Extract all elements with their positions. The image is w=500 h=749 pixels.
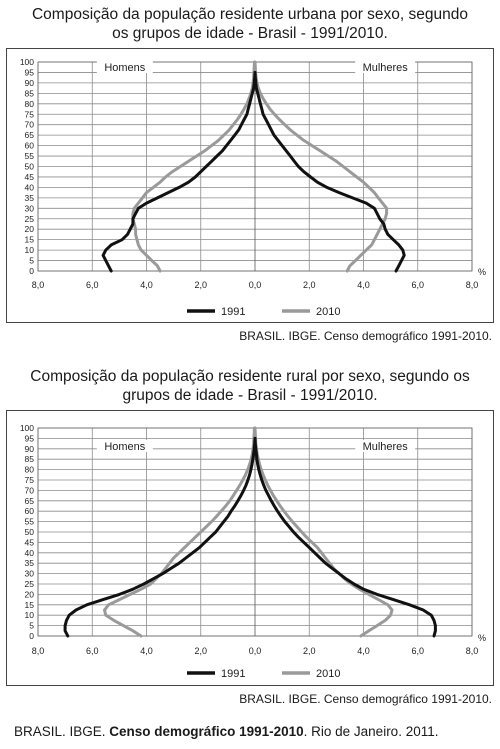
y-tick-label: 0 — [29, 266, 34, 276]
y-tick-label: 95 — [25, 433, 35, 443]
series-line-2010-homens — [131, 60, 256, 273]
series-line-1991-homens — [63, 436, 257, 638]
y-tick-label: 90 — [25, 78, 35, 88]
x-tick-label: 4,0 — [357, 646, 370, 656]
y-tick-label: 10 — [25, 245, 35, 255]
footer-suffix: . Rio de Janeiro. 2011. — [303, 724, 439, 739]
y-tick-label: 100 — [20, 423, 34, 433]
y-tick-label: 65 — [25, 496, 35, 506]
x-unit-label: % — [478, 633, 486, 643]
x-tick-label: 6,0 — [86, 646, 99, 656]
homens-label-bg — [96, 440, 153, 452]
y-tick-label: 75 — [25, 475, 35, 485]
y-tick-label: 15 — [25, 235, 35, 245]
y-tick-label: 5 — [29, 621, 34, 631]
footer-title: Censo demográfico 1991-2010 — [109, 724, 304, 739]
y-tick-label: 45 — [25, 172, 35, 182]
rural-chart-frame: 0 5 10 15 20 25 30 35 40 45 50 55 60 65 70 75 80 85 90 95 10… — [6, 410, 494, 686]
mulheres-label: Mulheres — [363, 441, 409, 453]
x-unit-label: % — [478, 267, 486, 277]
y-tick-label: 15 — [25, 600, 35, 610]
legend-label-2010: 2010 — [316, 306, 340, 318]
homens-label-bg — [96, 61, 153, 73]
y-tick-label: 25 — [25, 214, 35, 224]
y-tick-label: 85 — [25, 454, 35, 464]
y-tick-label: 90 — [25, 444, 35, 454]
y-tick-label: 60 — [25, 506, 35, 516]
x-tick-label: 0,0 — [249, 646, 262, 656]
footer-citation: BRASIL. IBGE. Censo demográfico 1991-201… — [14, 724, 438, 739]
y-tick-label: 45 — [25, 537, 35, 547]
homens-label: Homens — [104, 441, 145, 453]
y-tick-label: 50 — [25, 162, 35, 172]
legend-label-1991: 1991 — [221, 306, 245, 318]
y-tick-label: 70 — [25, 120, 35, 130]
y-tick-label: 35 — [25, 558, 35, 568]
y-tick-label: 70 — [25, 485, 35, 495]
homens-label: Homens — [104, 62, 145, 74]
y-tick-label: 40 — [25, 548, 35, 558]
y-tick-label: 30 — [25, 203, 35, 213]
series-line-1991-homens — [101, 71, 257, 273]
legend-label-2010: 2010 — [316, 668, 340, 680]
y-tick-label: 40 — [25, 182, 35, 192]
mulheres-label-bg — [355, 440, 416, 452]
series-line-2010-homens — [103, 426, 256, 638]
series-line-1991-mulheres — [253, 71, 406, 273]
y-tick-label: 100 — [20, 57, 34, 67]
x-tick-label: 4,0 — [357, 280, 370, 290]
rural-chart-title-line2: grupos de idade - Brasil - 1991/2010. — [122, 387, 378, 404]
footer-prefix: BRASIL. IBGE. — [14, 724, 110, 739]
x-tick-label: 8,0 — [466, 646, 479, 656]
x-tick-label: 4,0 — [140, 280, 153, 290]
y-tick-label: 80 — [25, 99, 35, 109]
mulheres-label-bg — [355, 61, 416, 73]
x-tick-label: 4,0 — [140, 646, 153, 656]
y-tick-label: 85 — [25, 88, 35, 98]
series-line-2010-mulheres — [253, 426, 394, 638]
x-tick-label: 2,0 — [194, 280, 207, 290]
urban-chart-source: BRASIL. IBGE. Censo demográfico 1991-201… — [239, 329, 492, 343]
y-tick-label: 25 — [25, 579, 35, 589]
x-tick-label: 2,0 — [194, 646, 207, 656]
y-tick-label: 50 — [25, 527, 35, 537]
urban-chart-frame: 0 5 10 15 20 25 30 35 40 45 50 55 60 65 70 75 80 85 90 95 10… — [6, 48, 494, 323]
x-tick-label: 8,0 — [32, 646, 45, 656]
y-tick-label: 95 — [25, 67, 35, 77]
urban-chart-title-line2: os grupos de idade - Brasil - 1991/2010. — [112, 25, 388, 42]
urban-chart-title-line1: Composição da população residente urbana… — [31, 6, 469, 23]
x-tick-label: 2,0 — [303, 646, 316, 656]
rural-chart-title-line1: Composição da população residente rural … — [30, 368, 470, 385]
series-line-1991-mulheres — [253, 436, 437, 638]
y-tick-label: 80 — [25, 465, 35, 475]
urban-chart: 0510152025303540455055606570758085909510… — [20, 57, 486, 318]
rural-chart-source: BRASIL. IBGE. Censo demográfico 1991-201… — [239, 692, 492, 706]
y-tick-label: 65 — [25, 130, 35, 140]
y-tick-label: 20 — [25, 224, 35, 234]
rural-chart: 0510152025303540455055606570758085909510… — [20, 423, 486, 680]
legend-label-1991: 1991 — [221, 668, 245, 680]
y-tick-label: 0 — [29, 631, 34, 641]
y-tick-label: 60 — [25, 141, 35, 151]
y-tick-label: 30 — [25, 569, 35, 579]
x-tick-label: 0,0 — [249, 280, 262, 290]
x-tick-label: 6,0 — [86, 280, 99, 290]
y-tick-label: 55 — [25, 517, 35, 527]
y-tick-label: 35 — [25, 193, 35, 203]
y-tick-label: 20 — [25, 589, 35, 599]
x-tick-label: 8,0 — [466, 280, 479, 290]
x-tick-label: 6,0 — [411, 280, 424, 290]
y-tick-label: 75 — [25, 109, 35, 119]
mulheres-label: Mulheres — [363, 62, 409, 74]
y-tick-label: 10 — [25, 610, 35, 620]
x-tick-label: 2,0 — [303, 280, 316, 290]
x-tick-label: 8,0 — [32, 280, 45, 290]
y-tick-label: 5 — [29, 256, 34, 266]
x-tick-label: 6,0 — [411, 646, 424, 656]
y-tick-label: 55 — [25, 151, 35, 161]
series-line-2010-mulheres — [253, 60, 389, 273]
